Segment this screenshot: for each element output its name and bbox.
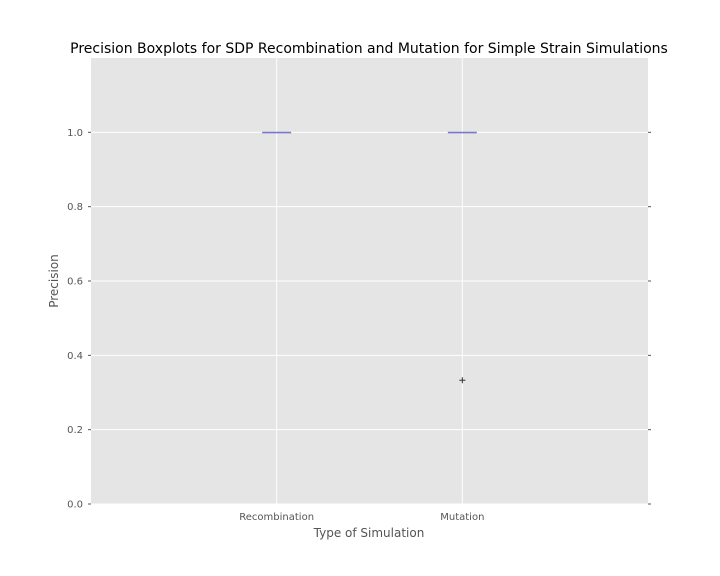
axis-ticks: 0.0 0.2 0.4 0.6 0.8 1.0 Recombination Mutation — [67, 128, 651, 523]
x-tick-label: Recombination — [239, 512, 314, 523]
y-tick-label: 0.0 — [67, 500, 83, 511]
y-tick-label: 0.6 — [67, 277, 83, 288]
x-axis-label: Type of Simulation — [313, 526, 425, 540]
boxplots — [262, 131, 477, 384]
chart-title: Precision Boxplots for SDP Recombination… — [70, 41, 668, 57]
y-tick-label: 0.4 — [67, 351, 83, 362]
x-tick-label: Mutation — [440, 512, 484, 523]
y-axis-label: Precision — [47, 254, 61, 308]
y-tick-label: 0.2 — [67, 425, 83, 436]
y-tick-label: 1.0 — [67, 128, 83, 139]
y-tick-label: 0.8 — [67, 202, 83, 213]
